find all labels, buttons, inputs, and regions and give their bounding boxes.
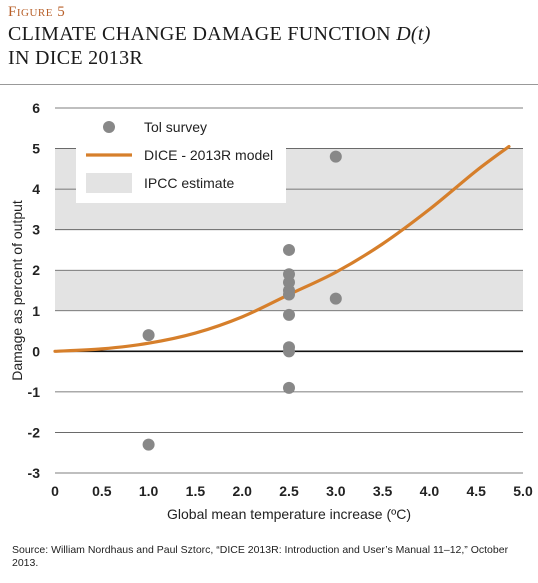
y-tick-labels: -3 -2 -1 0 1 2 3 4 5 6 [28,100,41,481]
survey-point-12 [329,292,342,305]
survey-point-6 [283,288,295,301]
legend: Tol survey DICE - 2013R model IPCC estimat… [76,113,286,203]
title-line-2: IN DICE 2013R [8,47,144,69]
x-tick-label: 3.0 [326,483,346,499]
survey-point-0 [142,329,155,342]
legend-label: DICE - 2013R model [144,147,273,163]
y-tick-label: 5 [32,141,40,157]
source-note: Source: William Nordhaus and Paul Sztorc… [12,544,509,569]
x-tick-label: 5.0 [513,483,533,499]
survey-point-9 [283,345,295,358]
x-tick-label: 1.0 [139,483,159,499]
x-tick-label: 2.0 [232,483,252,499]
x-tick-label: 1.5 [186,483,206,499]
x-tick-labels: 0 0.5 1.0 1.5 2.0 2.5 3.0 3.5 4.0 4.5 5.0 [51,483,533,499]
survey-point-10 [283,381,295,394]
x-axis-label: Global mean temperature increase (ºC) [167,506,411,522]
x-tick-label: 2.5 [279,483,299,499]
y-tick-label: 6 [32,100,40,116]
y-tick-label: 2 [32,262,40,278]
y-tick-label: -1 [28,384,41,400]
title-function-name: D(t) [396,23,431,45]
title-rule [0,84,538,85]
y-tick-label: -2 [28,424,41,440]
damage-function-chart: -3 -2 -1 0 1 2 3 4 5 6 0 0.5 1.0 1.5 2.0 2.5 3.0 3.5 4.0 4… [9,100,533,522]
legend-swatch-ipcc [86,173,132,193]
legend-label: IPCC estimate [144,175,234,191]
x-tick-label: 4.5 [466,483,486,499]
figure-title: CLIMATE CHANGE DAMAGE FUNCTION D(t) IN D… [8,22,528,70]
survey-point-2 [283,243,295,256]
x-tick-label: 0.5 [92,483,112,499]
y-tick-label: 4 [32,181,40,197]
y-tick-label: 0 [32,343,40,359]
x-tick-label: 0 [51,483,59,499]
y-axis-label: Damage as percent of output [9,200,25,381]
legend-label: Tol survey [144,119,207,135]
survey-point-1 [142,438,155,451]
survey-point-11 [329,150,342,163]
legend-swatch-survey [103,121,115,133]
x-tick-label: 4.0 [420,483,440,499]
figure-label: Figure 5 [8,4,66,20]
survey-point-7 [283,308,295,321]
survey-points [142,150,342,451]
y-tick-label: 3 [32,222,40,238]
x-tick-label: 3.5 [373,483,393,499]
y-tick-label: -3 [28,465,41,481]
title-line-1: CLIMATE CHANGE DAMAGE FUNCTION [8,23,397,45]
y-tick-label: 1 [32,303,40,319]
